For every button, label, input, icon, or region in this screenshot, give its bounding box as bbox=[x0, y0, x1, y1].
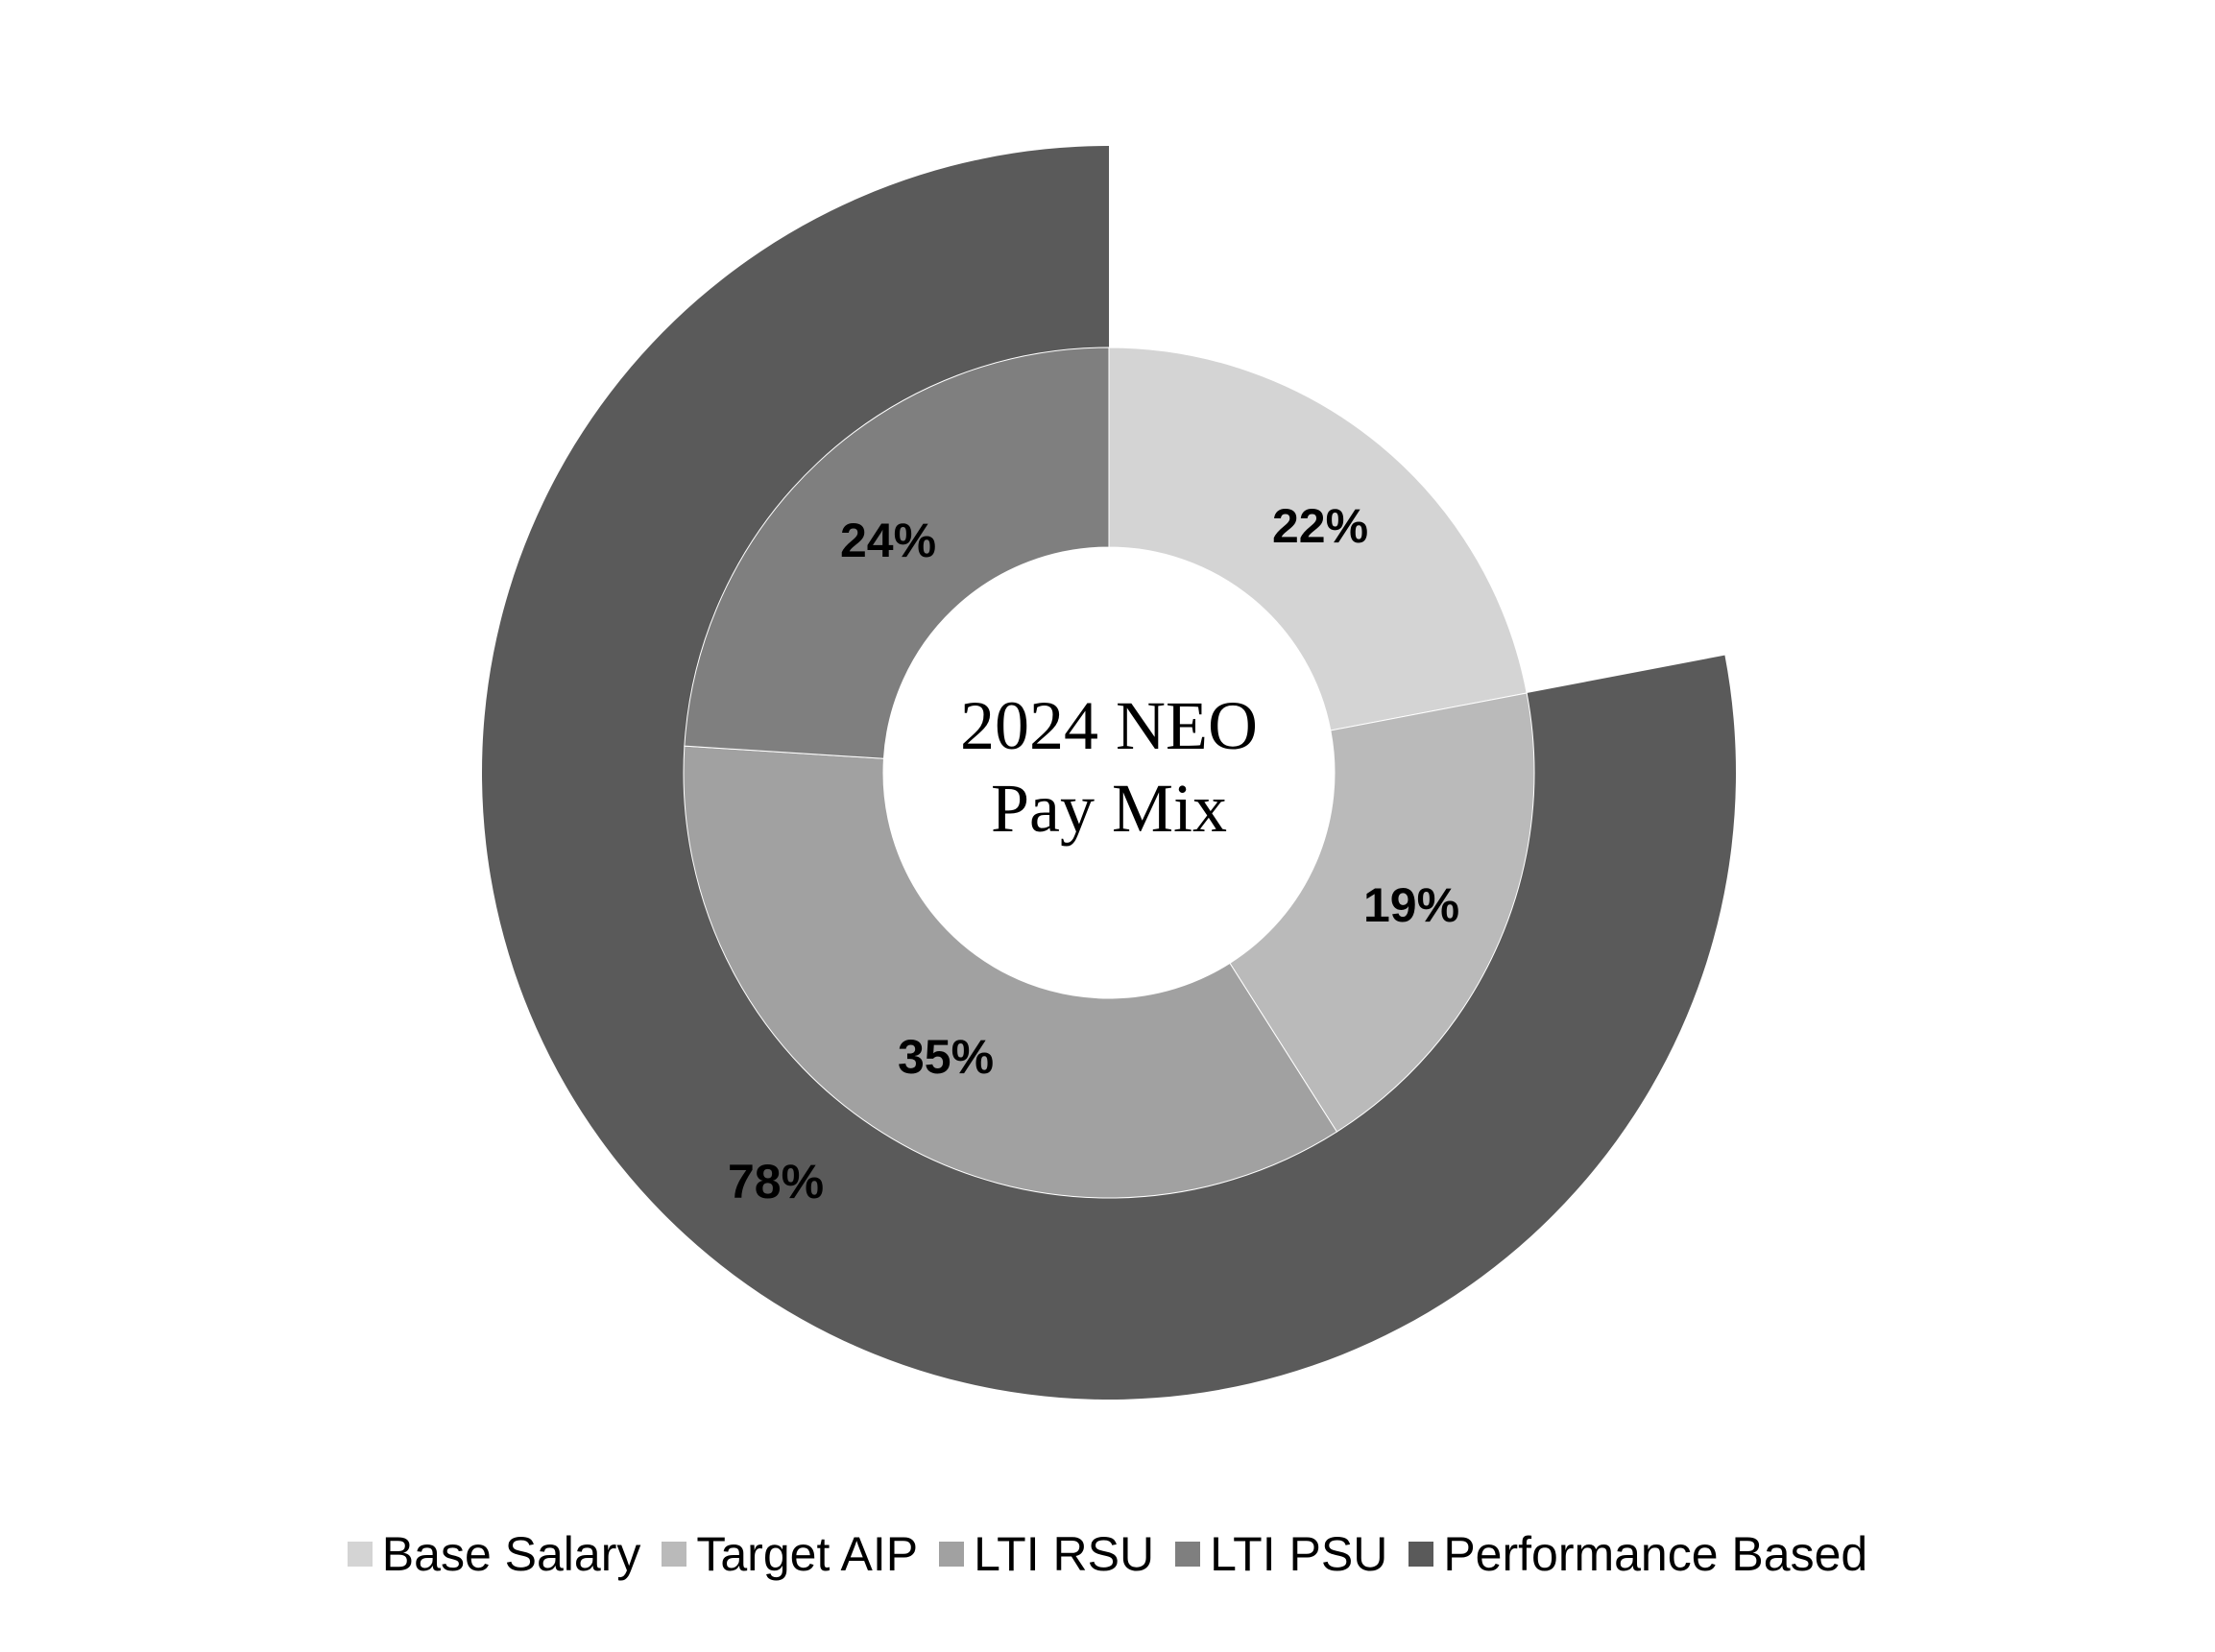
data-labels: 22% 19% 35% 24% 78% bbox=[728, 499, 1459, 1209]
legend-item-performance-based: Performance Based bbox=[1408, 1526, 1867, 1582]
outer-ring bbox=[481, 146, 1736, 1400]
chart-title-line-2: Pay Mix bbox=[991, 770, 1227, 847]
legend-item-target-aip: Target AIP bbox=[662, 1526, 918, 1582]
label-target-aip: 19% bbox=[1363, 878, 1459, 932]
legend: Base Salary Target AIP LTI RSU LTI PSU P… bbox=[0, 1526, 2215, 1582]
slice-performance-based bbox=[481, 146, 1736, 1400]
legend-label: LTI PSU bbox=[1210, 1527, 1388, 1581]
legend-item-base-salary: Base Salary bbox=[347, 1526, 641, 1582]
label-lti-rsu: 35% bbox=[898, 1030, 994, 1084]
legend-label: Performance Based bbox=[1443, 1527, 1868, 1581]
label-base-salary: 22% bbox=[1272, 499, 1368, 553]
legend-swatch-lti-rsu bbox=[939, 1542, 965, 1567]
legend-swatch-target-aip bbox=[662, 1542, 687, 1567]
legend-swatch-performance-based bbox=[1408, 1542, 1434, 1567]
legend-label: Base Salary bbox=[381, 1527, 641, 1581]
legend-swatch-base-salary bbox=[347, 1542, 373, 1567]
donut-hole bbox=[883, 547, 1335, 998]
legend-label: LTI RSU bbox=[974, 1527, 1155, 1581]
legend-swatch-lti-psu bbox=[1175, 1542, 1201, 1567]
label-performance-based: 78% bbox=[728, 1155, 824, 1209]
chart-title-line-1: 2024 NEO bbox=[960, 687, 1258, 764]
inner-ring bbox=[683, 347, 1535, 1199]
legend-label: Target AIP bbox=[696, 1527, 919, 1581]
legend-item-lti-rsu: LTI RSU bbox=[939, 1526, 1154, 1582]
legend-item-lti-psu: LTI PSU bbox=[1175, 1526, 1387, 1582]
label-lti-psu: 24% bbox=[840, 514, 936, 567]
